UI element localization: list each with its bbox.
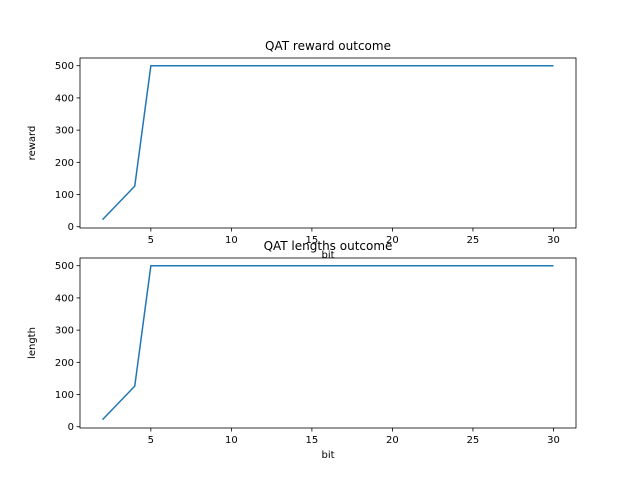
length-x-tick-label-15: 15 — [306, 435, 319, 446]
length-x-tick-label-5: 5 — [148, 435, 154, 446]
length-x-tick-label-20: 20 — [386, 435, 399, 446]
length-y-axis-label: length — [27, 327, 38, 359]
length-series-line-0 — [102, 264, 554, 421]
reward-y-tick-label-200: 200 — [55, 158, 74, 169]
length-y-tick-label-400: 400 — [55, 293, 74, 304]
reward-x-tick-label-15: 15 — [306, 235, 319, 246]
reward-x-axis-label: bit — [321, 250, 334, 261]
length-y-tick-label-500: 500 — [55, 261, 74, 272]
length-y-tick-label-200: 200 — [55, 358, 74, 369]
length-plot-frame — [79, 257, 577, 429]
reward-x-tick-label-10: 10 — [225, 235, 238, 246]
reward-x-tick-label-5: 5 — [148, 235, 154, 246]
reward-y-axis-label: reward — [27, 126, 38, 161]
reward-y-tick-label-100: 100 — [55, 190, 74, 201]
reward-x-tick-label-25: 25 — [467, 235, 480, 246]
length-y-tick-label-100: 100 — [55, 390, 74, 401]
length-x-axis-label: bit — [321, 450, 334, 461]
length-chart-title: QAT lengths outcome — [264, 239, 393, 253]
reward-y-tick-label-400: 400 — [55, 93, 74, 104]
reward-series-line-0 — [102, 64, 554, 221]
reward-plot-frame — [79, 57, 577, 229]
reward-y-tick-label-500: 500 — [55, 61, 74, 72]
reward-y-tick-label-0: 0 — [68, 222, 74, 233]
reward-y-tick-label-300: 300 — [55, 126, 74, 137]
reward-x-tick-label-30: 30 — [547, 235, 560, 246]
length-y-tick-label-0: 0 — [68, 422, 74, 433]
reward-chart-title: QAT reward outcome — [265, 39, 391, 53]
length-x-tick-label-10: 10 — [225, 435, 238, 446]
length-y-tick-label-300: 300 — [55, 326, 74, 337]
length-x-tick-label-30: 30 — [547, 435, 560, 446]
length-x-tick-label-25: 25 — [467, 435, 480, 446]
reward-x-tick-label-20: 20 — [386, 235, 399, 246]
